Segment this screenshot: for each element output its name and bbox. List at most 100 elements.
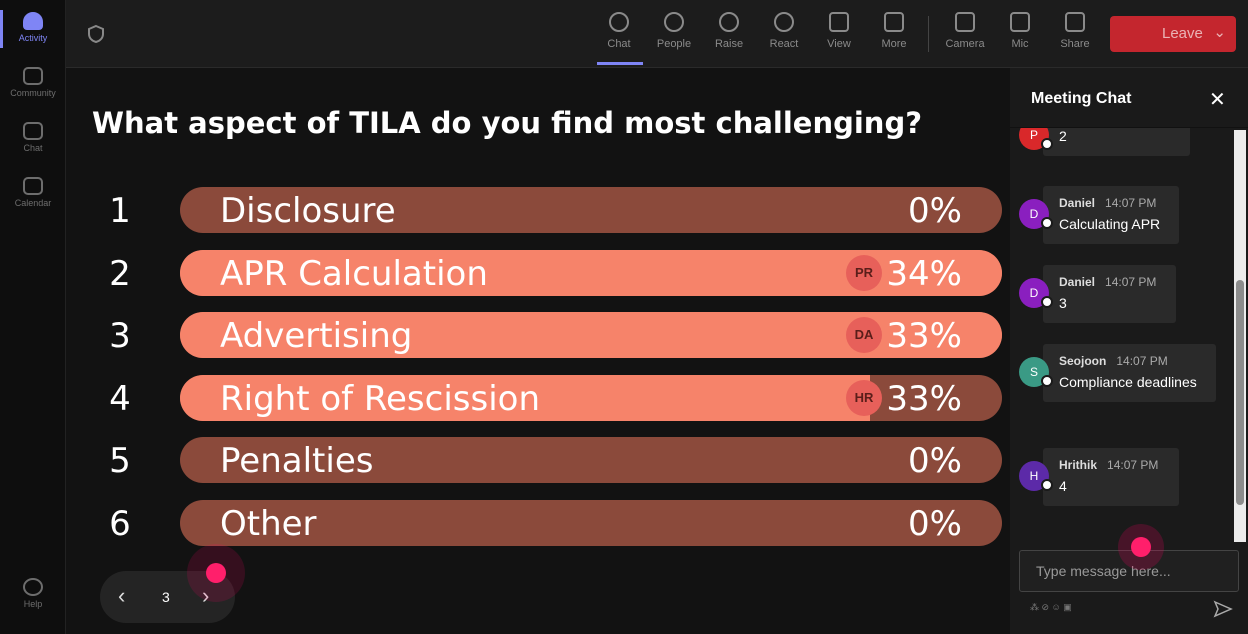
option-rank: 2: [109, 253, 131, 294]
message-list: Priyanka14:07 PM2PDaniel14:07 PMCalculat…: [1010, 128, 1232, 544]
rail-item[interactable]: Chat: [0, 122, 66, 153]
option-percent: 0%: [908, 191, 962, 231]
toolbar-button[interactable]: Raise: [701, 12, 757, 50]
rail-label: Help: [23, 599, 43, 609]
option-bar[interactable]: Right of Rescission 33% HR: [180, 374, 1002, 421]
rail-item[interactable]: Help: [0, 578, 66, 609]
dropdown-arrow: ⌄: [1213, 24, 1226, 41]
option-label: Advertising: [220, 316, 413, 356]
toolbar-label: Mic: [1011, 38, 1029, 50]
toolbar-icon: [1065, 12, 1085, 32]
toolbar-button[interactable]: More: [866, 12, 922, 50]
option-percent: 0%: [908, 441, 962, 481]
chat-panel: Meeting Chat ✕ Priyanka14:07 PM2PDaniel1…: [1010, 68, 1248, 634]
divider: [928, 16, 929, 52]
next-button[interactable]: ›: [202, 583, 210, 608]
message-text: 3: [1059, 295, 1067, 311]
toolbar-button[interactable]: React: [756, 12, 812, 50]
chat-message: Priyanka14:07 PM2: [1043, 128, 1190, 156]
chat-message: Hrithik 14:07 PM 4: [1043, 448, 1179, 506]
page-number: 3: [162, 589, 170, 605]
active-indicator: [0, 10, 3, 48]
option-percent: 33%: [886, 316, 962, 356]
toolbar-icon: [609, 12, 629, 32]
prev-button[interactable]: ‹: [118, 583, 126, 608]
toolbar-label: More: [881, 38, 907, 50]
shield-icon: [88, 24, 104, 44]
option-label: Other: [220, 503, 317, 544]
leave-label: Leave: [1162, 25, 1203, 42]
rail-icon: [23, 578, 43, 596]
toolbar-label: Share: [1060, 38, 1090, 50]
toolbar-label: Chat: [607, 38, 631, 50]
rail-item[interactable]: Activity: [0, 12, 66, 43]
message-time: 14:07 PM: [1105, 275, 1157, 289]
author-avatar: D: [1019, 278, 1049, 308]
option-rank: 3: [109, 316, 131, 356]
message-author: Seojoon: [1059, 354, 1107, 368]
option-label: APR Calculation: [220, 253, 488, 294]
poll-question: What aspect of TILA do you find most cha…: [92, 106, 923, 140]
toolbar-button[interactable]: Chat: [591, 12, 647, 50]
option-label: Right of Rescission: [220, 378, 541, 419]
rail-item[interactable]: Calendar: [0, 177, 66, 208]
rail-item[interactable]: Community: [0, 67, 66, 98]
message-author: Hrithik: [1059, 458, 1098, 472]
message-header: Hrithik 14:07 PM: [1059, 456, 1163, 474]
message-time: 14:07 PM: [1107, 458, 1159, 472]
option-rank: 4: [109, 378, 131, 419]
rail-icon: [23, 122, 43, 140]
message-header: Seojoon 14:07 PM: [1059, 352, 1200, 370]
option-bar[interactable]: Disclosure 0%: [180, 187, 1002, 233]
message-input[interactable]: Type message here...: [1019, 550, 1239, 592]
message-author: Daniel: [1059, 196, 1096, 210]
option-label: Disclosure: [220, 191, 396, 231]
toolbar-icon: [884, 12, 904, 32]
option-bar[interactable]: APR Calculation 34% PR: [180, 249, 1002, 296]
option-percent: 0%: [908, 503, 962, 544]
toolbar-label: Camera: [945, 38, 985, 50]
close-button[interactable]: ✕: [1209, 89, 1226, 111]
toolbar-icon: [664, 12, 684, 32]
toolbar-button[interactable]: View: [811, 12, 867, 50]
chat-message: Daniel 14:07 PM Calculating APR: [1043, 186, 1179, 244]
toolbar-icon: [955, 12, 975, 32]
chat-message: Daniel 14:07 PM 3: [1043, 265, 1176, 323]
toolbar-icon: [1010, 12, 1030, 32]
status-dot: [1041, 296, 1053, 308]
option-rank: 1: [109, 191, 131, 231]
option-percent: 34%: [886, 253, 962, 294]
cursor-dot: [206, 563, 226, 583]
status-dot: [1041, 217, 1053, 229]
message-header: Daniel 14:07 PM: [1059, 273, 1160, 291]
voter-avatar: PR: [846, 254, 882, 291]
option-bar[interactable]: Advertising 33% DA: [180, 312, 1002, 358]
status-dot: [1041, 375, 1053, 387]
cursor-dot: [1131, 537, 1151, 557]
send-button[interactable]: [1213, 600, 1233, 618]
rail-icon: [23, 12, 43, 30]
option-bar[interactable]: Other 0%: [180, 499, 1002, 546]
rail-label: Community: [10, 88, 56, 98]
rail-label: Calendar: [14, 198, 52, 208]
option-rank: 6: [109, 503, 131, 544]
option-percent: 33%: [886, 378, 962, 419]
left-rail: Activity Community Chat Calendar Help: [0, 0, 66, 634]
chat-header: Meeting Chat ✕: [1010, 68, 1248, 128]
option-bar[interactable]: Penalties 0%: [180, 437, 1002, 483]
option-fill: [180, 374, 870, 421]
toolbar-button[interactable]: Share: [1047, 12, 1103, 50]
message-text: Calculating APR: [1059, 216, 1161, 232]
toolbar-icon: [719, 12, 739, 32]
status-dot: [1041, 138, 1053, 150]
leave-button[interactable]: Leave ⌄: [1110, 16, 1236, 52]
toolbar-button[interactable]: People: [646, 12, 702, 50]
toolbar-label: React: [769, 38, 799, 50]
toolbar-button[interactable]: Mic: [992, 12, 1048, 50]
message-time: 14:07 PM: [1116, 354, 1168, 368]
rail-icon: [23, 67, 43, 85]
option-label: Penalties: [220, 441, 374, 481]
toolbar-button[interactable]: Camera: [937, 12, 993, 50]
message-time: 14:07 PM: [1105, 196, 1157, 210]
message-text: 2: [1059, 128, 1067, 144]
